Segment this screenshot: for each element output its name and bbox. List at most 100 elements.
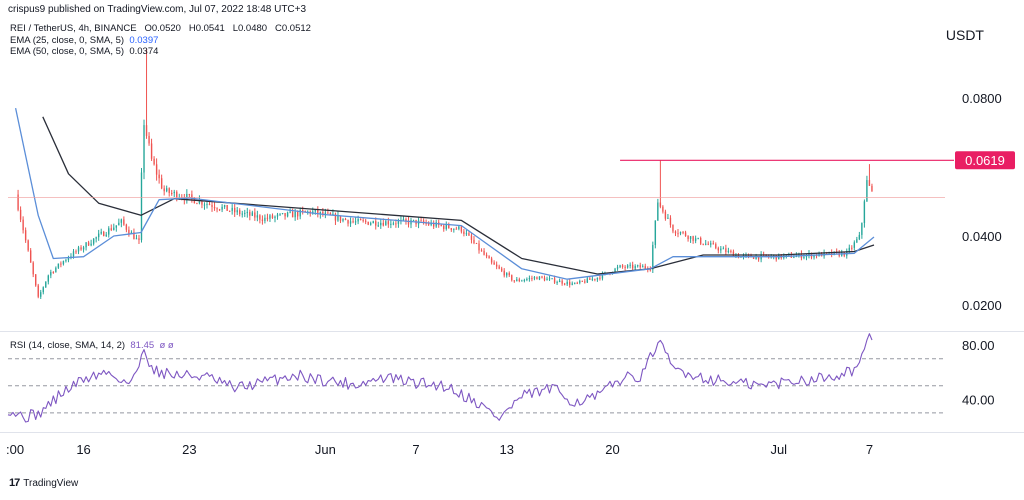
candle-body-179 [468, 233, 470, 236]
candle-body-338 [868, 180, 871, 186]
candle-body-271 [699, 237, 702, 244]
candle-body-113 [302, 210, 304, 212]
time-tick-label: Jun [315, 442, 336, 457]
candle-body-171 [448, 224, 450, 229]
ema25-legend: EMA (25, close, 0, SMA, 5) 0.0397 [10, 35, 311, 47]
candle-body-216 [561, 280, 563, 284]
candle-body-180 [470, 235, 473, 240]
candle-body-48 [138, 238, 140, 241]
candle-body-245 [634, 266, 636, 269]
candle-body-256 [662, 206, 664, 212]
candle-body-275 [710, 243, 712, 245]
ema50-value: 0.0374 [129, 46, 159, 57]
candle-body-75 [206, 203, 208, 205]
candle-body-285 [735, 254, 737, 257]
candle-body-82 [223, 205, 226, 207]
candle-body-57 [160, 178, 163, 189]
candle-body-160 [420, 220, 422, 222]
grid [0, 331, 1024, 433]
candle-body-61 [171, 192, 173, 194]
candle-body-255 [659, 202, 662, 207]
candle-body-69 [191, 194, 193, 198]
candle-body-229 [594, 278, 596, 280]
candle-body-277 [715, 244, 717, 249]
candle-body-16 [57, 263, 60, 268]
candle-body-244 [631, 264, 634, 269]
candle-body-94 [254, 212, 256, 218]
candle-body-24 [77, 247, 80, 252]
ema50-legend: EMA (50, close, 0, SMA, 5) 0.0374 [10, 46, 311, 58]
candle-body-324 [833, 251, 835, 255]
rsi-plot [7, 333, 945, 423]
candle-body-301 [775, 255, 777, 260]
candle-body-29 [90, 243, 92, 246]
candle-body-134 [354, 221, 357, 223]
candle-body-230 [596, 277, 599, 280]
candle-body-42 [123, 219, 125, 225]
candle-body-96 [259, 215, 261, 220]
candle-body-36 [108, 228, 110, 235]
candle-body-279 [720, 248, 722, 251]
candle-body-3 [24, 230, 27, 241]
candle-body-300 [773, 255, 775, 257]
rsi-value: 81.45 [130, 340, 155, 351]
ema25-label: EMA (25, close, 0, SMA, 5) [10, 34, 125, 46]
candle-body-282 [727, 250, 730, 253]
price-plot: 0.0619 [8, 49, 1015, 299]
candle-body-232 [601, 273, 604, 279]
candle-body-223 [579, 280, 581, 283]
price-tick-label: 0.0200 [962, 298, 1002, 313]
candle-body-191 [498, 266, 500, 269]
candle-body-198 [516, 279, 518, 282]
rsi-label: RSI (14, close, SMA, 14, 2) [10, 340, 126, 351]
candle-body-228 [591, 278, 594, 280]
candle-body-186 [485, 254, 488, 257]
candle-body-238 [616, 267, 619, 269]
candle-body-200 [521, 280, 523, 282]
candle-body-175 [458, 226, 460, 229]
candle-body-258 [667, 217, 669, 219]
candle-body-40 [118, 222, 120, 226]
candle-body-166 [435, 222, 437, 227]
candle-body-130 [344, 218, 347, 221]
candle-body-77 [211, 204, 213, 207]
candle-body-26 [82, 247, 85, 250]
candle-body-294 [757, 256, 760, 260]
candle-body-194 [506, 273, 508, 276]
candle-body-192 [500, 268, 503, 271]
candle-body-83 [226, 205, 228, 211]
candle-body-283 [730, 250, 732, 252]
candle-body-114 [304, 210, 306, 212]
candle-body-31 [95, 237, 97, 239]
candle-body-54 [153, 158, 155, 165]
candle-body-214 [556, 282, 558, 284]
candle-body-249 [644, 266, 646, 269]
candle-body-184 [480, 250, 483, 252]
candle-body-146 [385, 221, 387, 226]
candle-body-240 [621, 265, 624, 267]
candle-body-332 [853, 242, 856, 248]
candle-body-123 [327, 212, 329, 214]
time-tick-label: :00 [6, 442, 24, 457]
candle-body-199 [518, 279, 521, 281]
candle-body-265 [684, 232, 687, 237]
tradingview-branding: 17 TradingView [9, 477, 78, 489]
candle-body-224 [581, 280, 583, 282]
candle-body-219 [569, 281, 571, 285]
candle-body-52 [148, 135, 150, 144]
candle-body-165 [432, 223, 435, 227]
candle-body-239 [619, 265, 621, 268]
candle-body-204 [531, 278, 533, 280]
candle-body-39 [115, 225, 118, 228]
candle-body-87 [236, 210, 238, 213]
candle-body-141 [372, 221, 374, 224]
candle-body-193 [503, 270, 505, 276]
candle-body-108 [289, 211, 291, 213]
candle-body-95 [256, 215, 259, 218]
candle-body-27 [85, 242, 87, 248]
candle-body-187 [488, 256, 490, 259]
candle-body-14 [52, 271, 55, 273]
candle-body-201 [523, 279, 526, 281]
candle-body-312 [803, 256, 805, 259]
candle-body-222 [576, 282, 578, 284]
